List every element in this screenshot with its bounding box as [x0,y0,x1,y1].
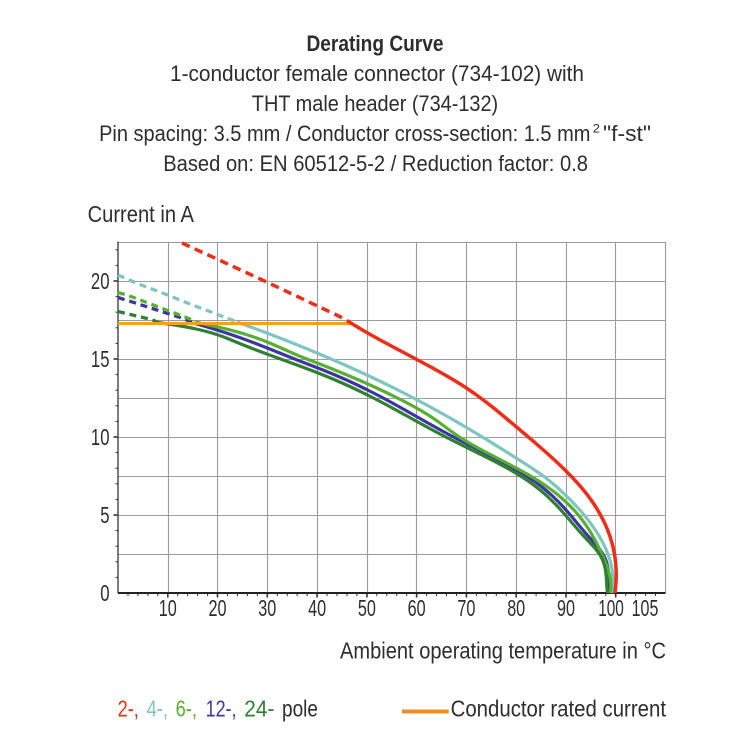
svg-text:Based on: EN 60512-5-2 / Reduc: Based on: EN 60512-5-2 / Reduction facto… [163,151,588,176]
svg-text:90: 90 [557,595,575,621]
svg-text:60: 60 [408,595,426,621]
svg-text:2-,: 2-, [118,696,139,722]
svg-text:Conductor rated current: Conductor rated current [451,696,667,722]
svg-text:4-,: 4-, [147,696,168,722]
svg-text:1-conductor female connector (: 1-conductor female connector (734-102) w… [170,61,584,86]
svg-text:6-,: 6-, [176,696,197,722]
svg-text:105: 105 [632,595,659,621]
svg-text:15: 15 [91,346,110,372]
svg-text:20: 20 [91,268,110,294]
svg-text:70: 70 [457,595,475,621]
svg-text:50: 50 [358,595,376,621]
svg-text:0: 0 [100,580,109,606]
svg-text:24-: 24- [244,696,274,722]
svg-text:pole: pole [282,696,318,722]
svg-text:Pin spacing: 3.5 mm / Conducto: Pin spacing: 3.5 mm / Conductor cross-se… [99,121,590,146]
svg-text:5: 5 [100,502,109,528]
svg-text:40: 40 [308,595,326,621]
svg-text:Derating Curve: Derating Curve [307,31,444,56]
svg-text:Ambient operating temperature: Ambient operating temperature in °C [340,638,666,664]
svg-text:80: 80 [507,595,525,621]
svg-text:10: 10 [159,595,177,621]
svg-text:20: 20 [209,595,227,621]
svg-text:Current in A: Current in A [88,201,195,227]
svg-text:100: 100 [598,595,624,621]
svg-text:30: 30 [258,595,276,621]
svg-text:10: 10 [91,424,110,450]
svg-text:12-,: 12-, [206,696,237,722]
svg-text:"f-st": "f-st" [603,121,651,146]
svg-text:2: 2 [593,122,601,136]
svg-text:THT male header (734-132): THT male header (734-132) [252,91,498,116]
